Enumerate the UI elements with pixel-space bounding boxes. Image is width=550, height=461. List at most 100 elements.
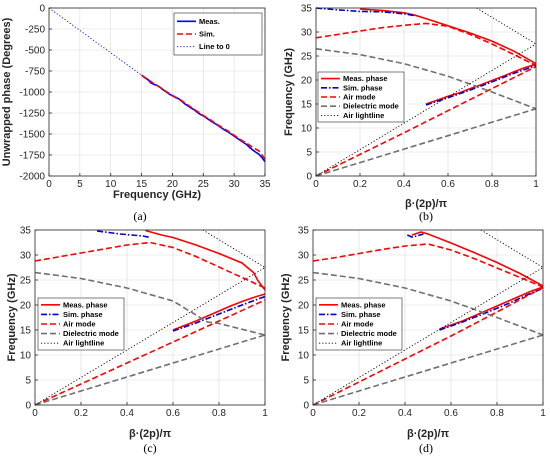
x-tick-label: 30 — [229, 179, 241, 190]
x-tick-label: 0.6 — [441, 179, 455, 190]
y-tick-label: -1250 — [19, 109, 45, 120]
series-line-main — [315, 65, 537, 177]
panel-caption: (a) — [133, 209, 146, 223]
y-tick-label: 0 — [303, 401, 309, 412]
legend-entry: Line to 0 — [199, 42, 230, 51]
series-line-upper — [312, 243, 544, 288]
y-tick-label: 35 — [301, 4, 313, 15]
series-line-main — [315, 43, 537, 177]
series-line-upper — [315, 22, 537, 67]
legend-entry: Air mode — [63, 320, 96, 329]
series-line-upper — [34, 271, 266, 336]
y-tick-label: 35 — [20, 226, 32, 237]
series-line-upper — [315, 7, 416, 17]
x-axis-label: β·(2p)/π — [129, 428, 172, 440]
x-axis-label: β·(2p)/π — [405, 198, 448, 210]
x-tick-label: 0.2 — [353, 179, 367, 190]
series-line-main — [315, 108, 537, 177]
series-line-upper — [476, 7, 537, 45]
y-tick-label: 15 — [20, 326, 32, 337]
y-tick-label: 20 — [20, 301, 32, 312]
x-tick-label: 0.2 — [352, 408, 366, 419]
panel-caption: (b) — [419, 209, 433, 223]
series-line-upper — [315, 48, 537, 110]
y-tick-label: 5 — [303, 376, 309, 387]
series-line-main — [425, 63, 537, 105]
axes-box — [34, 229, 266, 406]
series-dielectric-mode — [315, 48, 537, 177]
y-tick-label: 20 — [301, 76, 313, 87]
y-axis-label: Frequency (GHz) — [6, 273, 18, 361]
series-line-main — [172, 295, 266, 332]
legend-entry: Dielectric mode — [63, 329, 119, 338]
y-tick-label: 10 — [20, 351, 32, 362]
panel-b: 0 0.2 0.4 0.6 0.8 105101520253035β·(2p)/πFreq… — [283, 4, 539, 224]
axes-box — [315, 7, 537, 177]
panel-caption: (d) — [419, 441, 433, 455]
y-tick-label: 30 — [298, 251, 310, 262]
y-axis-label: Frequency (GHz) — [280, 273, 292, 361]
y-tick-label: 0 — [306, 172, 312, 183]
x-tick-label: 0 — [310, 408, 316, 419]
x-tick-label: 35 — [259, 179, 271, 190]
y-tick-label: 30 — [20, 251, 32, 262]
y-tick-label: -250 — [25, 25, 45, 36]
legend-entry: Air mode — [343, 93, 376, 102]
series-air-mode — [34, 241, 266, 406]
x-tick-label: 0.6 — [444, 408, 458, 419]
x-tick-label: 0.8 — [212, 408, 226, 419]
y-tick-label: 10 — [298, 351, 310, 362]
y-tick-label: -1750 — [19, 151, 45, 162]
y-tick-label: 10 — [301, 124, 313, 135]
series-line-upper — [96, 230, 151, 239]
series-line-main — [34, 334, 266, 406]
legend-entry: Sim. phase — [341, 310, 381, 319]
x-tick-label: 0.8 — [485, 179, 499, 190]
series-line-main — [312, 286, 544, 406]
legend-entry: Sim. phase — [63, 310, 103, 319]
x-tick-label: 0 — [46, 179, 52, 190]
x-tick-label: 10 — [105, 179, 117, 190]
panel-a: 0 5 10 15 20 25 30 35 0 -250 -500 -750 -1000 -1250 -15… — [1, 4, 271, 224]
series-line-upper — [359, 8, 537, 65]
panel-c: 0 0.2 0.4 0.6 0.8 105101520253035β·(2p)/πFreq… — [6, 226, 268, 456]
y-tick-label: 5 — [306, 148, 312, 159]
series-meas-phase — [359, 8, 537, 105]
series-air-mode — [315, 22, 537, 177]
y-tick-label: -1000 — [19, 88, 45, 99]
legend-entry: Air lightline — [341, 339, 382, 348]
y-axis-label: Frequency (GHz) — [283, 48, 295, 136]
series-line-main — [172, 293, 266, 331]
y-tick-label: 5 — [25, 376, 31, 387]
legend-entry: Dielectric mode — [341, 329, 397, 338]
legend: Meas. Sim. Line to 0 — [173, 12, 263, 56]
x-tick-label: 1 — [262, 408, 268, 419]
x-tick-label: 1 — [540, 408, 546, 419]
series-meas-phase — [145, 229, 266, 331]
series-air-lightline — [34, 229, 266, 406]
legend-entry: Sim. — [199, 30, 215, 39]
y-axis-label: Unwrapped phase (Degrees) — [1, 17, 13, 166]
legend-entry: Air lightline — [343, 111, 384, 120]
series-line-upper — [145, 229, 266, 291]
series-sim- — [141, 74, 266, 160]
x-tick-label: 0 — [313, 179, 319, 190]
series-line-main — [141, 74, 266, 160]
panel-d: 0 0.2 0.4 0.6 0.8 105101520253035β·(2p)/πFreq… — [280, 226, 546, 456]
legend-box — [315, 297, 403, 351]
x-tick-label: 25 — [198, 179, 210, 190]
x-tick-label: 0.6 — [166, 408, 180, 419]
y-tick-label: 15 — [298, 326, 310, 337]
x-tick-label: 0.8 — [490, 408, 504, 419]
y-tick-label: 35 — [298, 226, 310, 237]
y-tick-label: -1500 — [19, 130, 45, 141]
series-line-upper — [480, 229, 544, 268]
y-tick-label: 0 — [39, 4, 45, 15]
series-line-main — [439, 286, 544, 330]
x-tick-label: 1 — [533, 179, 539, 190]
series-line-main — [425, 64, 537, 106]
legend-entry: Meas. phase — [343, 74, 388, 83]
